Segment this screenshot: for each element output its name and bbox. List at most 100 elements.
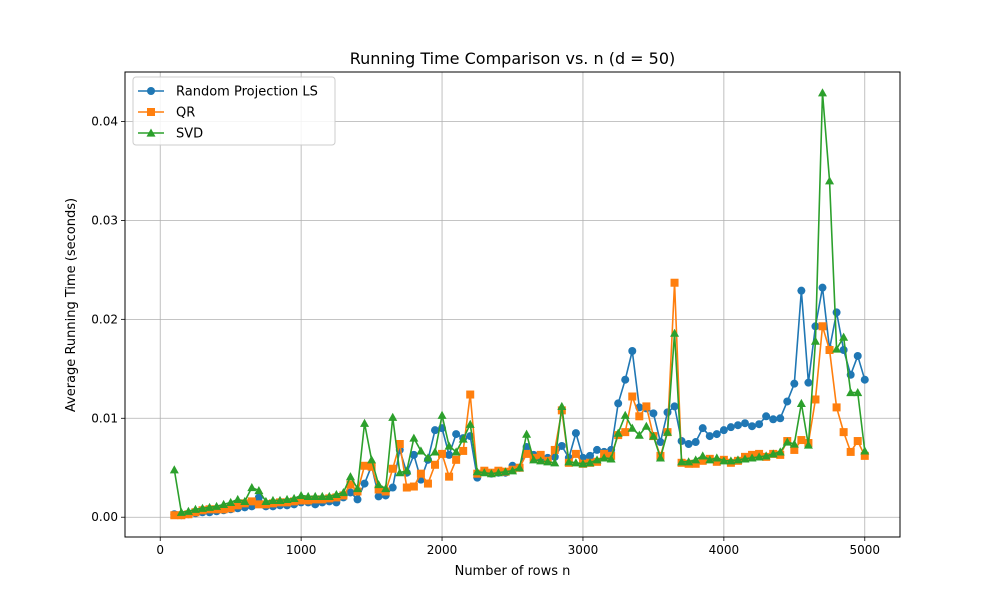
data-point-svd	[571, 458, 581, 467]
legend: Random Projection LS QR SVD	[132, 76, 336, 146]
data-point-svd	[627, 423, 637, 432]
data-point-qr	[402, 483, 411, 492]
data-point-qr	[536, 450, 545, 459]
data-point-svd	[508, 466, 517, 475]
data-point-random-projection-ls	[614, 399, 623, 408]
data-point-svd	[219, 499, 229, 508]
data-point-qr	[304, 496, 313, 505]
data-point-random-projection-ls	[593, 445, 602, 454]
data-point-svd	[437, 410, 447, 419]
x-tick-label: 3000	[568, 543, 599, 557]
data-point-qr	[832, 403, 841, 412]
data-point-qr	[445, 472, 454, 481]
data-point-svd	[684, 457, 694, 466]
data-point-svd	[620, 410, 630, 419]
data-point-qr	[423, 479, 432, 488]
legend-item-qr: QR	[138, 106, 195, 121]
data-point-qr	[571, 449, 580, 458]
data-point-qr	[712, 457, 721, 466]
data-point-svd	[648, 431, 658, 440]
data-point-svd	[247, 483, 257, 492]
data-point-svd	[169, 465, 179, 474]
data-point-svd	[634, 430, 644, 439]
data-point-qr	[839, 428, 848, 437]
data-point-svd	[543, 457, 553, 466]
data-point-svd	[465, 419, 475, 428]
data-point-random-projection-ls	[818, 283, 827, 292]
data-point-qr	[628, 392, 637, 401]
data-point-random-projection-ls	[649, 409, 658, 418]
data-point-svd	[761, 451, 771, 460]
data-point-qr	[367, 462, 376, 471]
data-point-svd	[345, 472, 355, 481]
data-point-svd	[353, 484, 362, 493]
data-point-qr	[691, 459, 700, 468]
data-point-svd	[733, 455, 743, 464]
data-point-svd	[691, 455, 701, 464]
data-point-svd	[613, 428, 623, 437]
data-point-svd	[550, 458, 560, 467]
data-point-svd	[190, 504, 200, 513]
data-point-qr	[466, 390, 475, 399]
y-tick-label: 0.03	[91, 213, 118, 227]
x-tick-label: 1000	[286, 543, 317, 557]
plot-frame	[124, 71, 901, 538]
x-tick-label: 5000	[849, 543, 880, 557]
data-point-random-projection-ls	[790, 379, 799, 388]
data-point-svd	[205, 502, 215, 511]
data-point-random-projection-ls	[374, 492, 383, 501]
data-point-svd	[268, 495, 278, 504]
chart-title: Running Time Comparison vs. n (d = 50)	[350, 49, 676, 68]
data-point-svd	[606, 454, 616, 463]
data-point-svd	[331, 489, 341, 499]
data-point-qr	[452, 455, 461, 464]
legend-label: QR	[176, 106, 195, 121]
data-point-random-projection-ls	[804, 378, 813, 387]
data-point-svd	[599, 453, 609, 462]
data-point-random-projection-ls	[769, 415, 778, 424]
data-point-qr	[226, 504, 235, 513]
legend-item-svd: SVD	[138, 127, 203, 142]
data-point-random-projection-ls	[726, 423, 735, 432]
data-point-random-projection-ls	[783, 397, 792, 406]
data-point-random-projection-ls	[691, 438, 700, 447]
data-point-qr	[247, 497, 256, 506]
data-point-svd	[451, 447, 461, 456]
data-point-random-projection-ls	[628, 347, 637, 355]
data-point-svd	[183, 506, 193, 515]
data-point-svd	[296, 490, 306, 500]
data-point-svd	[641, 421, 651, 430]
data-point-qr	[219, 505, 228, 514]
data-point-random-projection-ls	[705, 432, 714, 441]
data-point-svd	[846, 388, 856, 397]
data-point-svd	[655, 453, 665, 462]
data-point-svd	[705, 455, 715, 464]
data-point-qr	[846, 447, 855, 456]
data-point-svd	[338, 487, 348, 497]
data-point-qr	[698, 456, 707, 465]
data-point-svd	[472, 467, 482, 476]
data-point-svd	[430, 447, 440, 456]
data-point-svd	[367, 455, 377, 464]
data-point-qr	[635, 412, 644, 421]
x-axis-label: Number of rows n	[455, 564, 571, 579]
data-point-svd	[860, 446, 870, 455]
y-axis-label: Average Running Time (seconds)	[64, 198, 79, 412]
data-point-svd	[226, 497, 236, 506]
grid	[125, 72, 900, 537]
axis-ticks: 0 1000 2000 3000 4000 5000 0.00 0.01 0.02 0.03 0.0…	[91, 114, 880, 557]
data-point-svd	[409, 433, 419, 442]
data-point-svd	[698, 451, 708, 460]
data-point-qr	[642, 402, 651, 411]
data-point-svd	[176, 507, 186, 516]
data-point-svd	[500, 467, 510, 476]
data-point-qr	[550, 445, 559, 454]
x-tick-label: 0	[156, 543, 164, 557]
data-point-random-projection-ls	[698, 424, 707, 433]
y-tick-label: 0.02	[91, 312, 118, 326]
data-point-svd	[522, 429, 532, 438]
data-point-svd	[592, 455, 602, 464]
data-point-svd	[726, 456, 736, 465]
data-point-random-projection-ls	[684, 440, 693, 448]
data-point-qr	[790, 445, 799, 454]
